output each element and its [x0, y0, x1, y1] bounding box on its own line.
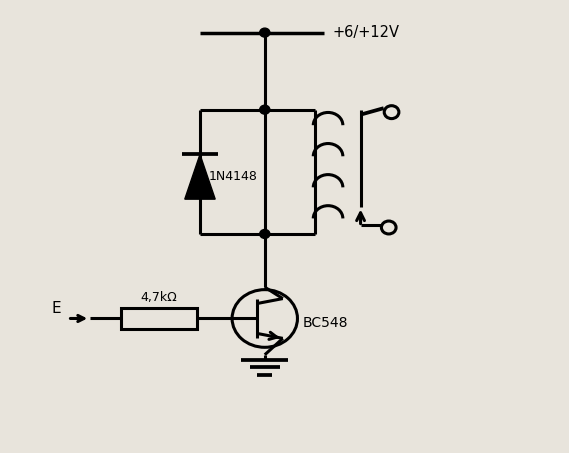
Text: 1N4148: 1N4148	[208, 170, 257, 183]
Circle shape	[259, 105, 270, 114]
Text: BC548: BC548	[303, 317, 349, 330]
Circle shape	[259, 28, 270, 37]
Polygon shape	[185, 154, 215, 199]
Circle shape	[259, 230, 270, 238]
Text: E: E	[51, 301, 61, 316]
Text: 4,7kΩ: 4,7kΩ	[141, 290, 178, 304]
Text: +6/+12V: +6/+12V	[332, 25, 399, 40]
Bar	[121, 308, 197, 329]
